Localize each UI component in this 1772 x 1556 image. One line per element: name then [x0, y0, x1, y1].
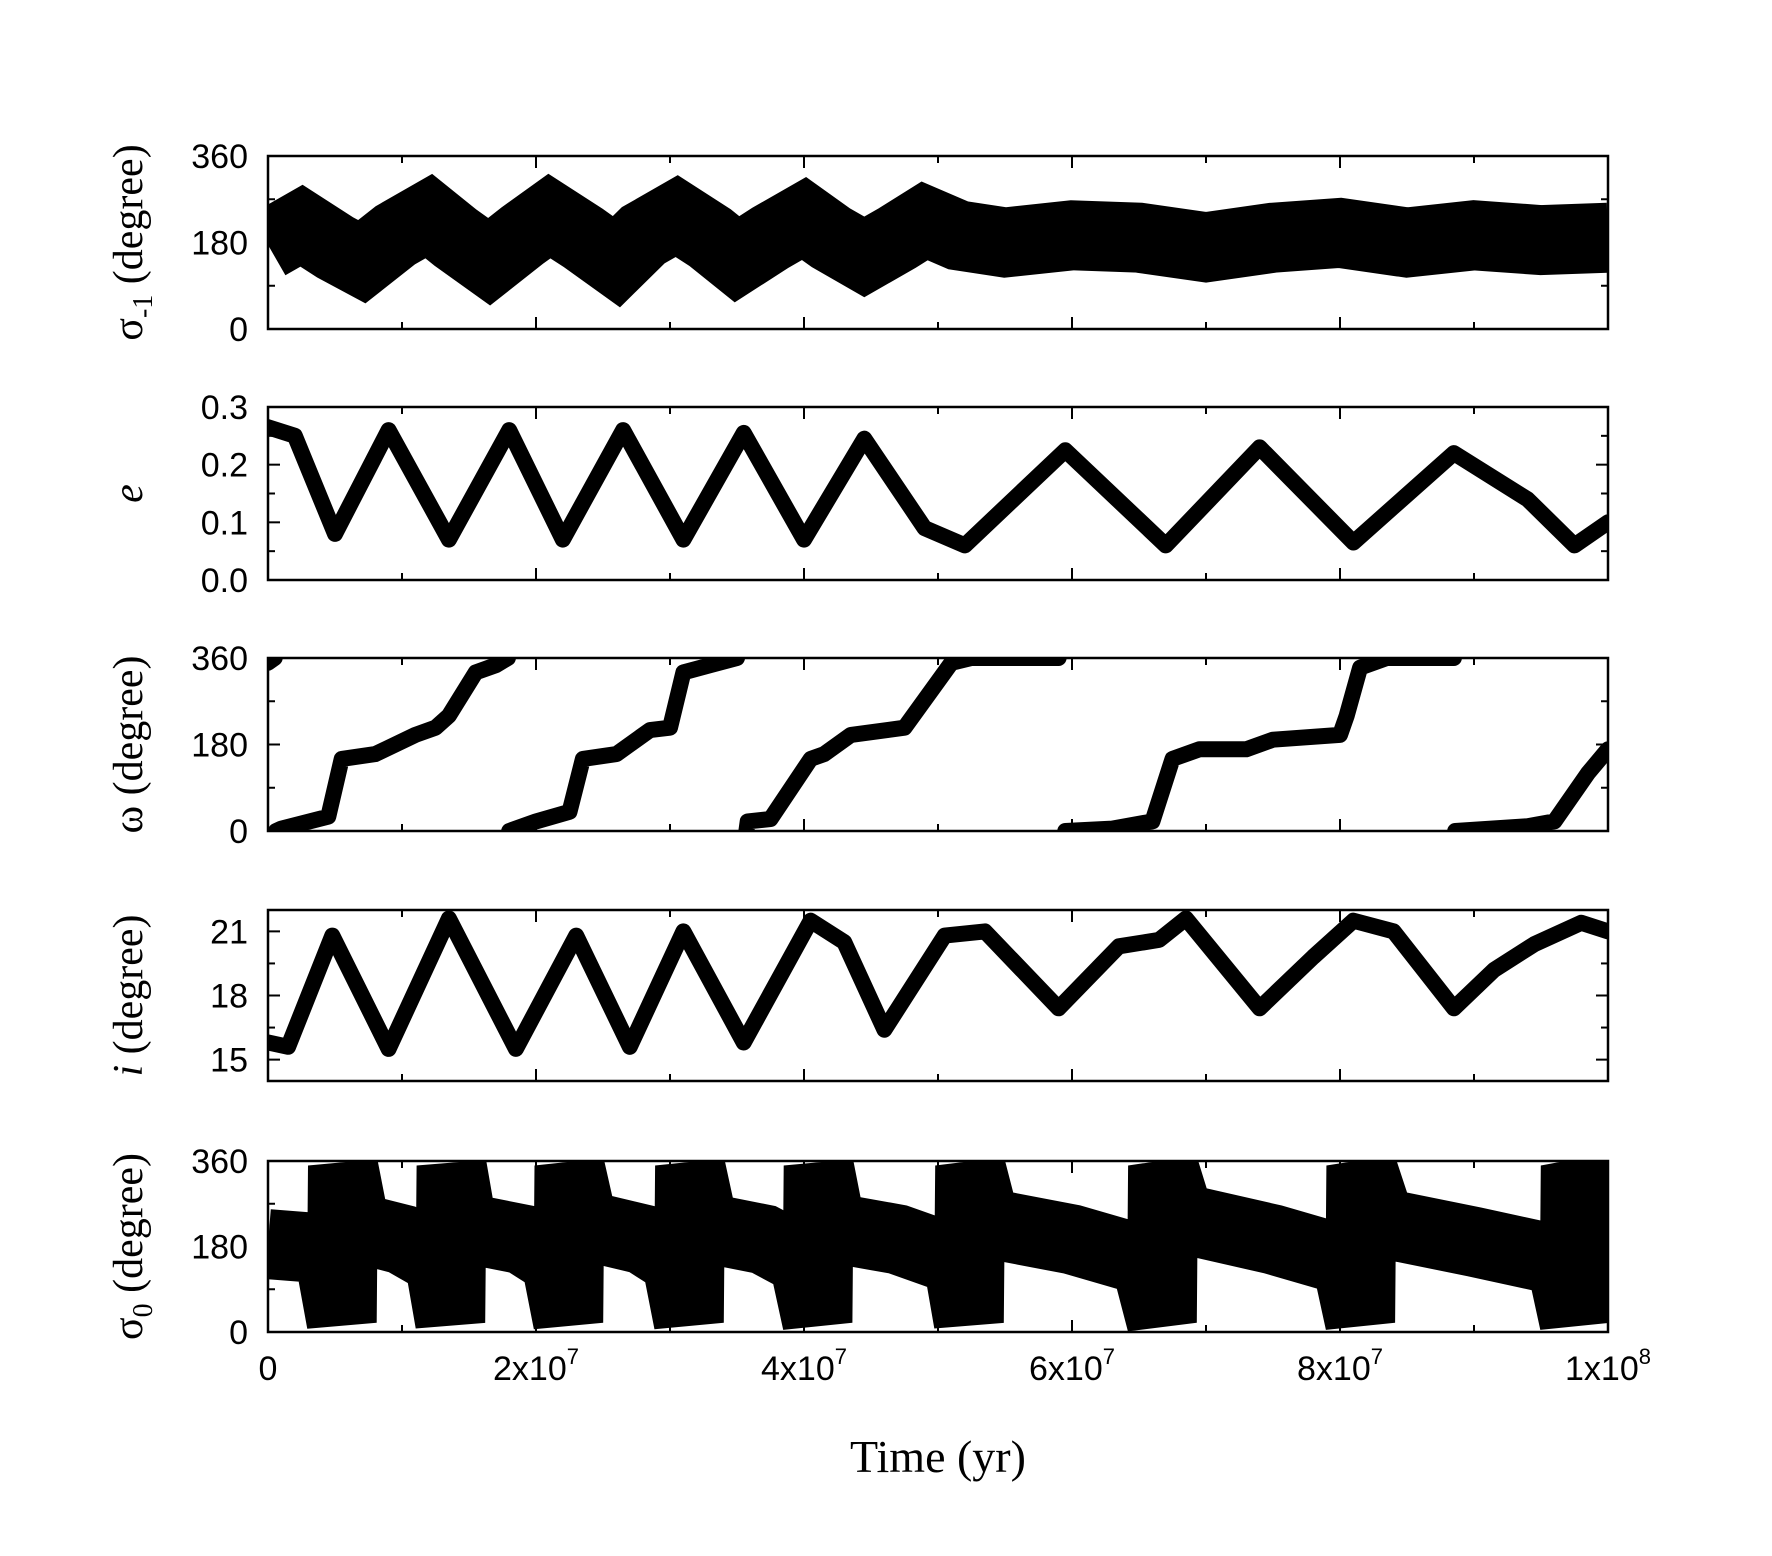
y-tick-label: 0: [229, 813, 248, 851]
series-line-omega: [268, 658, 1608, 831]
y-tick-label: 0.3: [201, 389, 248, 427]
x-tick-label: 2x107: [493, 1344, 579, 1388]
y-tick-label: 18: [210, 978, 248, 1016]
y-tick-label: 360: [191, 138, 248, 176]
y-tick-label: 360: [191, 1143, 248, 1181]
y-tick-label: 180: [191, 1229, 248, 1267]
y-tick-label: 0: [229, 1314, 248, 1352]
panel-omega: 0 180 360 ω (degree): [106, 640, 1610, 851]
x-axis-label: Time (yr): [850, 1431, 1026, 1482]
panel-e: 0.0 0.1 0.2 0.3 e: [106, 389, 1610, 600]
y-tick-label: 360: [191, 640, 248, 678]
y-axis-label-i: i (degree): [106, 914, 152, 1076]
series-line-sigma_m1: [268, 173, 1608, 308]
x-tick-label: 0: [259, 1350, 278, 1388]
y-tick-label: 0.2: [201, 447, 248, 485]
y-axis-label-omega: ω (degree): [106, 655, 152, 833]
y-tick-label: 21: [210, 913, 248, 951]
x-tick-label: 1x108: [1565, 1344, 1651, 1388]
y-tick-label: 15: [210, 1042, 248, 1080]
x-tick-label: 4x107: [761, 1344, 847, 1388]
y-axis-label-e: e: [106, 484, 152, 503]
y-axis-label-sigma_0: σ0 (degree): [106, 1153, 159, 1340]
series-line-i: [268, 910, 1608, 1057]
y-tick-label: 180: [191, 225, 248, 263]
y-axis-label-sigma_m1: σ-1 (degree): [106, 144, 159, 340]
series-line-e: [268, 419, 1608, 554]
y-tick-label: 0: [229, 311, 248, 349]
y-tick-label: 0.0: [201, 562, 248, 600]
x-tick-label: 6x107: [1029, 1344, 1115, 1388]
y-tick-label: 0.1: [201, 504, 248, 542]
y-tick-label: 180: [191, 727, 248, 765]
panel-sigma_m1: 0 180 360 σ-1 (degree): [106, 138, 1610, 349]
series-line-sigma_0: [268, 1161, 1608, 1332]
panel-i: 15 18 21 i (degree): [106, 908, 1610, 1083]
x-tick-label: 8x107: [1297, 1344, 1383, 1388]
panel-sigma_0: 0 180 360 σ0 (degree) 0 2x107 4x107 6x107 8x107 1…: [106, 1143, 1651, 1388]
